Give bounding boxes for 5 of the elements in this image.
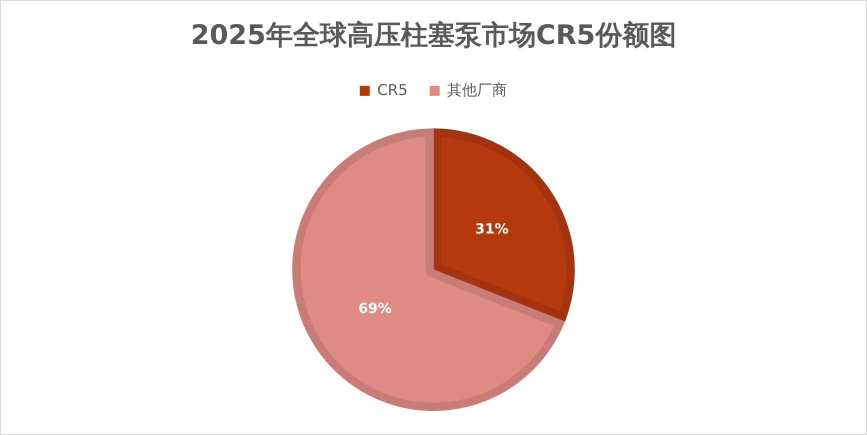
legend-label: CR5 <box>377 80 408 99</box>
data-label: 31% <box>475 222 509 238</box>
data-label: 69% <box>358 301 392 318</box>
chart-title: 2025年全球高压柱塞泵市场CR5份额图 <box>190 20 676 52</box>
legend-label: 其他厂商 <box>447 80 508 99</box>
